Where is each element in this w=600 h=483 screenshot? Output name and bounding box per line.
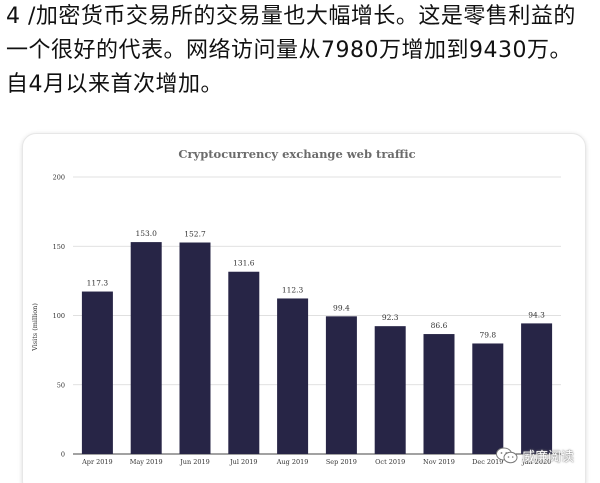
- x-tick-label: Apr 2019: [81, 458, 113, 466]
- y-tick-label: 50: [57, 381, 65, 389]
- chart-card: Cryptocurrency exchange web traffic 0 50 1…: [22, 133, 586, 483]
- x-tick-label: Jul 2019: [229, 458, 257, 466]
- bar-value-label: 86.6: [431, 321, 448, 330]
- chart-title: Cryptocurrency exchange web traffic: [178, 147, 415, 161]
- bar: [130, 242, 162, 454]
- bar-chart: Cryptocurrency exchange web traffic 0 50 1…: [31, 147, 561, 467]
- y-tick-label: 150: [53, 243, 65, 251]
- y-axis-title: Visits (million): [31, 303, 39, 352]
- x-tick-label: May 2019: [130, 458, 163, 466]
- bar-value-label: 153.0: [135, 229, 157, 238]
- bar-value-label: 131.6: [233, 259, 255, 268]
- watermark-text: 威廉阅读: [522, 450, 575, 465]
- post-text: 4 /加密货币交易所的交易量也大幅增长。这是零售利益的一个很好的代表。网络访问量…: [6, 4, 576, 97]
- bar: [325, 316, 357, 454]
- y-tick-label: 0: [61, 451, 65, 459]
- x-tick-label: Aug 2019: [276, 458, 309, 466]
- bar: [472, 343, 504, 454]
- bar: [81, 291, 113, 454]
- watermark: 威廉阅读: [496, 446, 574, 465]
- x-tick-label: Nov 2019: [423, 458, 455, 466]
- bar-value-label: 79.8: [479, 330, 496, 339]
- chart-bars: [81, 242, 553, 454]
- bar-value-label: 117.3: [87, 279, 109, 288]
- bar: [228, 271, 260, 454]
- bar-value-label: 94.3: [528, 310, 545, 319]
- bar: [423, 334, 455, 454]
- bar-value-label: 99.4: [333, 303, 350, 312]
- bar-value-label: 92.3: [382, 313, 399, 322]
- x-tick-label: Oct 2019: [375, 458, 405, 466]
- bar-value-label: 152.7: [184, 230, 206, 239]
- x-tick-label: Sep 2019: [326, 458, 357, 466]
- x-tick-label: Jun 2019: [179, 458, 210, 466]
- x-tick-label: Jan 2020: [521, 458, 551, 466]
- y-tick-label: 200: [53, 174, 65, 182]
- wechat-icon: [496, 447, 518, 464]
- bar: [374, 326, 406, 454]
- x-tick-label: Dec 2019: [472, 458, 503, 466]
- bar: [179, 242, 211, 454]
- y-tick-label: 100: [53, 312, 65, 320]
- bar: [277, 298, 309, 454]
- bar-value-label: 112.3: [282, 285, 304, 294]
- chart-labels: 0 50 100 150 200 117.3 Apr 2019 153.0 May 2019 15…: [53, 174, 552, 467]
- bar: [521, 323, 553, 454]
